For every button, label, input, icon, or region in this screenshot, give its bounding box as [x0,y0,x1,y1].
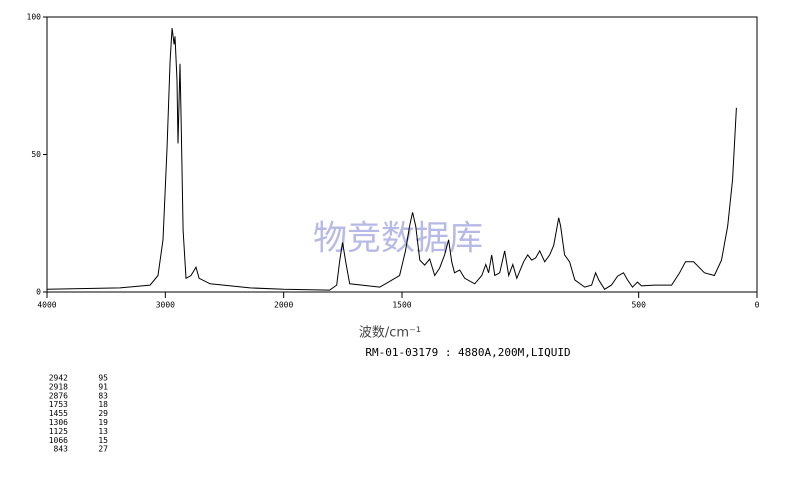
peak-wavenumber: 843 [54,445,69,454]
x-tick-label: 3000 [156,301,175,310]
peak-intensity: 19 [98,418,108,427]
watermark: 物竞数据库 [313,219,483,259]
x-tick-label: 0 [755,301,760,310]
y-tick-label: 50 [31,150,41,159]
peak-wavenumber: 1753 [49,400,68,409]
peak-intensity: 18 [98,400,108,409]
peak-intensity: 15 [98,436,108,445]
peak-wavenumber: 1125 [49,427,68,436]
peak-wavenumber: 2942 [49,374,68,383]
peak-intensity: 29 [98,409,108,418]
x-tick-label: 1500 [392,301,411,310]
peak-intensity: 95 [98,374,108,383]
y-tick-label: 100 [27,13,42,22]
peak-intensity: 13 [98,427,108,436]
peak-wavenumber: 1455 [49,409,68,418]
y-tick-label: 0 [36,288,41,297]
x-tick-label: 500 [631,301,646,310]
x-tick-label: 4000 [37,301,56,310]
subtitle: RM-01-03179 : 4880A,200M,LIQUID [365,346,570,359]
peak-intensity: 27 [98,445,108,454]
x-tick-label: 2000 [274,301,293,310]
peak-wavenumber: 2876 [49,391,68,400]
peak-wavenumber: 2918 [49,382,68,391]
peak-wavenumber: 1066 [49,436,68,445]
peak-intensity: 83 [98,391,108,400]
peak-intensity: 91 [98,382,108,391]
x-axis-label: 波数/cm⁻¹ [359,326,421,341]
peak-wavenumber: 1306 [49,418,68,427]
spectrum-line [46,27,737,291]
